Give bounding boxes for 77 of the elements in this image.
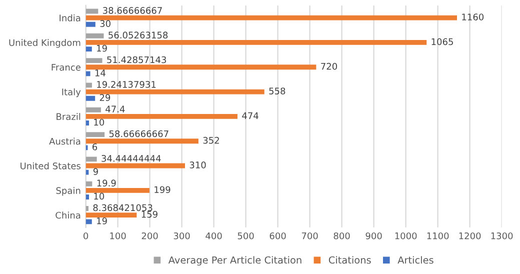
bar bbox=[86, 212, 137, 218]
bar bbox=[86, 163, 185, 168]
bar bbox=[86, 22, 96, 27]
y-tick-label: China bbox=[56, 212, 80, 219]
x-tick-label: 600 bbox=[270, 232, 286, 240]
x-tick-label: 700 bbox=[302, 232, 318, 240]
y-tick-label: Spain bbox=[56, 187, 80, 196]
legend-label: Articles bbox=[398, 256, 434, 264]
data-label: 19 bbox=[97, 217, 107, 224]
x-tick-label: 1000 bbox=[395, 232, 417, 240]
data-label: 720 bbox=[321, 62, 337, 70]
bar bbox=[86, 206, 88, 211]
data-label: 14 bbox=[95, 70, 106, 76]
data-label: 10 bbox=[94, 192, 104, 200]
bar bbox=[86, 132, 105, 137]
bar bbox=[86, 46, 92, 52]
bar bbox=[86, 89, 264, 94]
data-label: 10 bbox=[94, 118, 104, 126]
x-tick-label: 900 bbox=[366, 232, 382, 240]
x-tick-label: 400 bbox=[206, 232, 222, 240]
data-label: 474 bbox=[242, 112, 258, 119]
bar bbox=[86, 156, 97, 162]
data-label: 58.66666667 bbox=[109, 130, 168, 138]
data-label: 19 bbox=[97, 44, 107, 52]
data-label: 38.66666667 bbox=[103, 7, 162, 14]
y-tick-label: United Kingdom bbox=[9, 39, 80, 48]
x-tick-label: 300 bbox=[174, 232, 190, 240]
bar bbox=[86, 181, 92, 186]
data-label: 29 bbox=[100, 94, 110, 101]
data-label: 1160 bbox=[462, 14, 484, 20]
bar bbox=[86, 82, 92, 88]
bar bbox=[86, 219, 92, 224]
y-tick-label: Brazil bbox=[56, 113, 80, 120]
bar bbox=[86, 194, 89, 200]
bar bbox=[86, 188, 150, 193]
bar bbox=[86, 64, 316, 70]
legend-label: Citations bbox=[328, 256, 371, 264]
legend-label: Average Per Article Citation bbox=[168, 256, 302, 266]
bar bbox=[86, 71, 90, 76]
y-tick-label: Austria bbox=[49, 138, 80, 145]
bar bbox=[86, 107, 101, 112]
data-label: 159 bbox=[142, 210, 158, 218]
bar bbox=[86, 40, 427, 45]
data-label: 558 bbox=[269, 88, 286, 94]
x-tick-label: 0 bbox=[84, 232, 88, 240]
data-label: 19.9 bbox=[97, 180, 116, 186]
bar bbox=[86, 15, 457, 20]
data-label: 51.42857143 bbox=[107, 56, 166, 64]
x-tick-label: 1300 bbox=[491, 232, 513, 240]
bar bbox=[86, 114, 238, 119]
bar bbox=[86, 120, 89, 126]
data-label: 310 bbox=[190, 162, 206, 168]
data-label: 199 bbox=[154, 186, 170, 194]
bar bbox=[86, 58, 102, 64]
x-tick-label: 100 bbox=[110, 232, 126, 240]
bar bbox=[86, 96, 96, 101]
x-tick-label: 500 bbox=[238, 232, 254, 240]
data-label: 6 bbox=[92, 143, 98, 150]
x-tick-label: 1200 bbox=[459, 232, 481, 240]
y-tick-label: Italy bbox=[62, 88, 81, 98]
data-label: 1065 bbox=[432, 38, 453, 46]
data-label: 47.4 bbox=[106, 106, 125, 112]
y-tick-label: United States bbox=[20, 162, 80, 170]
y-tick-label: France bbox=[52, 64, 80, 71]
x-tick-label: 1100 bbox=[427, 232, 449, 240]
data-label: 352 bbox=[203, 136, 219, 144]
data-label: 19.24137931 bbox=[97, 81, 156, 88]
data-label: 34.44444444 bbox=[102, 154, 161, 162]
data-label: 56.05263158 bbox=[108, 32, 168, 39]
bar bbox=[86, 33, 104, 38]
data-label: 8.368421053 bbox=[93, 204, 152, 212]
y-tick-label: India bbox=[60, 14, 80, 22]
data-label: 30 bbox=[100, 20, 110, 28]
x-tick-label: 800 bbox=[334, 232, 350, 240]
data-label: 9 bbox=[93, 168, 98, 175]
x-tick-label: 200 bbox=[142, 232, 158, 240]
bar bbox=[86, 138, 198, 144]
